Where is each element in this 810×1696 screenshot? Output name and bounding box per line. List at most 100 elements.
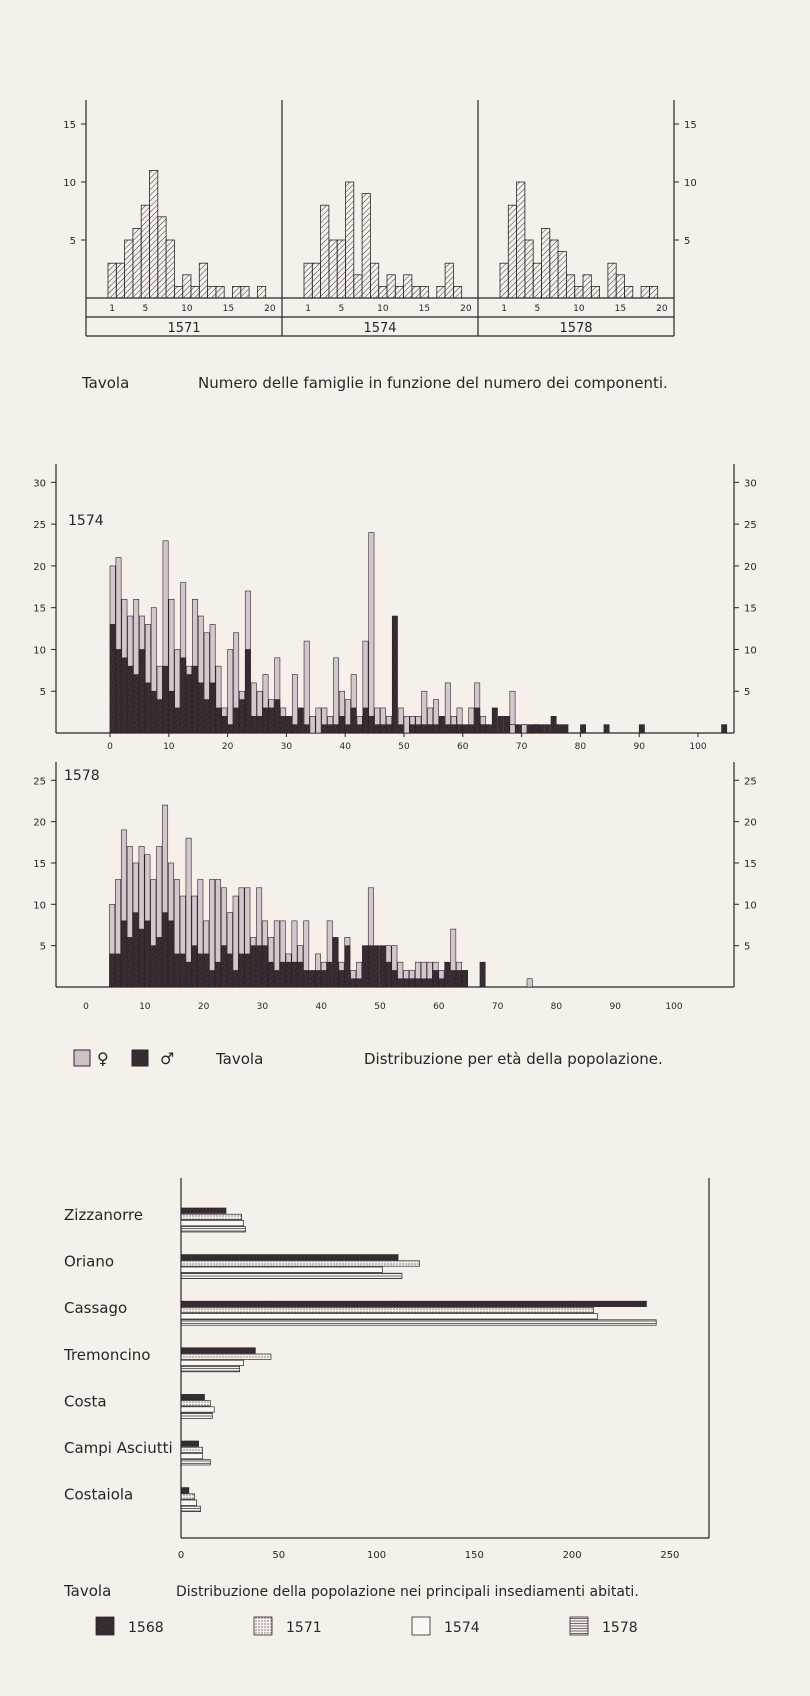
settle-bar (180, 1313, 598, 1320)
age-bar-male (192, 665, 198, 734)
age-ytick-label-left: 15 (33, 604, 46, 615)
c1-bar (436, 285, 446, 299)
c1-xtick-label: 10 (573, 304, 585, 314)
age-bar-male (344, 724, 351, 734)
age-bar-male (721, 724, 728, 734)
settle-bar (180, 1505, 201, 1512)
age-bar-male (162, 912, 169, 988)
age-bar-male (303, 970, 310, 988)
age-bar-male (515, 724, 522, 734)
caption2-word: Tavola (215, 1050, 263, 1068)
age-bar-male (226, 953, 233, 988)
age-bar-male (162, 665, 169, 734)
c1-xtick-label: 20 (460, 304, 472, 314)
c1-bar (549, 239, 559, 299)
age-bar-male (474, 724, 481, 734)
c1-bar (386, 274, 396, 299)
c1-bar (411, 285, 421, 299)
age-ytick-label-right: 5 (744, 687, 750, 698)
age-bar-male (462, 970, 468, 988)
settle-bar (180, 1213, 242, 1220)
c1-bar (361, 193, 371, 299)
age-panel-label: 1578 (64, 768, 100, 784)
age-bar-female (291, 674, 298, 734)
age-bar-male (368, 715, 375, 734)
age-bar-male (327, 724, 334, 734)
age-ytick-label-right: 10 (744, 900, 757, 911)
c1-bar (516, 181, 526, 299)
c1-bar (207, 285, 217, 299)
c1-xtick-label: 1 (109, 304, 115, 314)
age-bar-male (373, 945, 380, 988)
c1-bar (165, 239, 175, 299)
c1-bar (499, 262, 509, 299)
age-bar-female (333, 657, 340, 734)
age-xtick-label: 90 (633, 742, 645, 752)
age-bar-male (173, 953, 180, 988)
settle-xtick-label: 0 (178, 1550, 184, 1561)
c1-bar (215, 285, 225, 299)
settle-xtick-label: 150 (465, 1550, 484, 1561)
age-bar-male (486, 724, 492, 734)
age-bar-male (244, 953, 251, 988)
age-bar-male (250, 715, 257, 734)
age-xtick-label: 0 (83, 1002, 89, 1012)
settle-bar (180, 1307, 594, 1314)
settle-xtick-label: 250 (660, 1550, 679, 1561)
age-bar-female (303, 640, 310, 734)
c1-bar (140, 204, 150, 299)
c1-ytick-label-right: 15 (684, 120, 697, 131)
age-ytick-label-right: 15 (744, 604, 757, 615)
legend-male-swatch (131, 1049, 149, 1067)
age-xtick-label: 100 (689, 742, 706, 752)
age-panel-label: 1574 (68, 513, 104, 529)
age-bar-male (186, 674, 193, 734)
c1-panel-label: 1571 (167, 321, 200, 336)
age-bar-male (450, 724, 457, 734)
c1-bar (532, 262, 542, 299)
age-bar-male (562, 724, 569, 734)
age-ytick-label-left: 25 (33, 776, 46, 787)
age-xtick-label: 10 (139, 1002, 151, 1012)
age-bar-male (432, 970, 439, 988)
legend-swatch (411, 1616, 431, 1636)
age-bar-male (420, 978, 427, 988)
age-bar-male (262, 945, 268, 988)
settle-category-label: Cassago (64, 1299, 127, 1317)
age-bar-male (133, 674, 140, 734)
age-bar-male (350, 707, 357, 734)
settle-xtick-label: 200 (563, 1550, 582, 1561)
age-bar-male (338, 970, 345, 988)
age-bar-male (197, 682, 204, 734)
age-bar-male (397, 724, 404, 734)
age-bar-male (297, 707, 304, 734)
c1-bar (403, 274, 413, 299)
age-xtick-label: 50 (398, 742, 410, 752)
age-bar-female (315, 707, 322, 734)
c1-panel-label: 1574 (363, 321, 396, 336)
age-xtick-label: 80 (551, 1002, 563, 1012)
c1-bar (615, 274, 625, 299)
age-bar-male (291, 961, 298, 988)
age-xtick-label: 60 (457, 742, 469, 752)
age-bar-male (421, 724, 428, 734)
age-bar-male (267, 961, 274, 988)
age-bar-male (497, 715, 504, 734)
age-bar-male (403, 978, 410, 988)
age-xtick-label: 80 (575, 742, 587, 752)
age-xtick-label: 60 (433, 1002, 445, 1012)
age-bar-male (362, 945, 368, 988)
age-xtick-label: 90 (609, 1002, 621, 1012)
age-bar-male (256, 715, 263, 734)
age-bar-male (273, 970, 280, 988)
age-ytick-label-left: 5 (40, 687, 46, 698)
c1-bar (557, 251, 567, 299)
age-bar-male (379, 945, 386, 988)
age-bar-male (444, 961, 451, 988)
age-bar-male (244, 649, 251, 734)
age-bar-male (462, 724, 469, 734)
settle-bar (180, 1453, 203, 1460)
age-bar-male (362, 707, 369, 734)
